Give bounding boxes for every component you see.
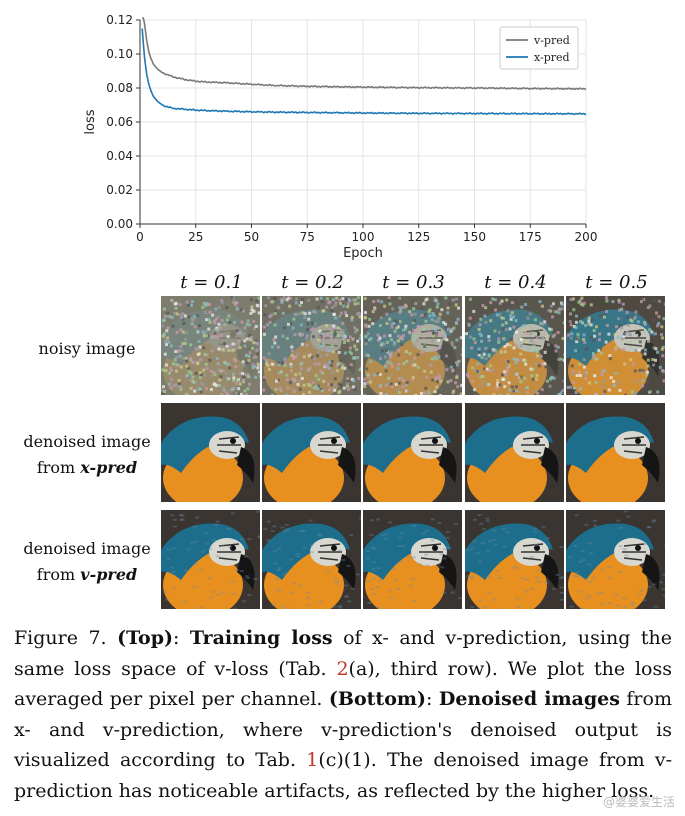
- image-cell-v-3: [363, 510, 462, 609]
- series-line-v-pred: [142, 17, 587, 91]
- row-label-text: from v-pred: [36, 565, 138, 584]
- image-cell-v-1: [161, 510, 260, 609]
- image-grid: [161, 296, 667, 609]
- y-tick-label: 0.00: [106, 217, 133, 231]
- x-tick-label: 100: [352, 230, 375, 244]
- figure-caption: Figure 7. (Top): Training loss of x- and…: [14, 627, 672, 802]
- row-label-text: denoised image: [23, 432, 151, 451]
- legend-label: v-pred: [533, 34, 570, 47]
- y-tick-label: 0.08: [106, 81, 133, 95]
- x-axis-label: Epoch: [343, 246, 383, 261]
- x-tick-label: 50: [244, 230, 259, 244]
- y-tick-label: 0.06: [106, 115, 133, 129]
- x-tick-label: 75: [300, 230, 315, 244]
- x-tick-label: 200: [575, 230, 598, 244]
- image-cell-v-5: [566, 510, 665, 609]
- x-tick-label: 150: [463, 230, 486, 244]
- image-cell-x-3: [363, 403, 462, 502]
- row-label-xpred: denoised image from x-pred: [16, 429, 158, 481]
- watermark: @婆婆爱生活: [602, 795, 675, 809]
- row-label-text: denoised image: [23, 539, 151, 558]
- t-header: t = 0.1: [180, 272, 243, 293]
- t-header: t = 0.3: [382, 272, 445, 293]
- chart-axes: 0.00 0.02 0.04 0.06 0.08 0.10 0.12 0 25 50 75 100 12…: [83, 13, 597, 261]
- x-tick-label: 125: [407, 230, 430, 244]
- x-tick-label: 0: [136, 230, 144, 244]
- chart-series: [141, 17, 587, 116]
- image-cell-noisy-2: [262, 296, 361, 395]
- t-header: t = 0.4: [484, 272, 547, 293]
- row-label-text: noisy image: [38, 339, 136, 358]
- row-label-text: from x-pred: [36, 458, 138, 477]
- t-header: t = 0.2: [281, 272, 344, 293]
- image-cell-noisy-1: [161, 296, 260, 395]
- legend-label: x-pred: [534, 51, 570, 64]
- loss-chart: 0.00 0.02 0.04 0.06 0.08 0.10 0.12 0 25 50 75 100 12…: [83, 13, 597, 261]
- chart-legend: v-pred x-pred: [499, 26, 579, 70]
- legend-box: [499, 26, 579, 70]
- image-cell-x-4: [465, 403, 564, 502]
- image-cell-noisy-5: [566, 296, 665, 395]
- y-axis-label: loss: [83, 109, 98, 134]
- y-tick-label: 0.04: [106, 149, 133, 163]
- image-cell-noisy-4: [465, 296, 564, 395]
- row-label-vpred: denoised image from v-pred: [16, 536, 158, 588]
- image-cell-x-5: [566, 403, 665, 502]
- y-tick-label: 0.12: [106, 13, 133, 27]
- x-tick-label: 175: [519, 230, 542, 244]
- y-tick-label: 0.02: [106, 183, 133, 197]
- y-tick-label: 0.10: [106, 47, 133, 61]
- x-tick-label: 25: [188, 230, 203, 244]
- image-cell-x-1: [161, 403, 260, 502]
- image-cell-x-2: [262, 403, 361, 502]
- image-cell-v-2: [262, 510, 361, 609]
- row-label-noisy: noisy image: [16, 336, 158, 362]
- series-line-x-pred: [141, 28, 587, 116]
- t-header: t = 0.5: [585, 272, 648, 293]
- image-cell-v-4: [465, 510, 564, 609]
- image-cell-noisy-3: [363, 296, 462, 395]
